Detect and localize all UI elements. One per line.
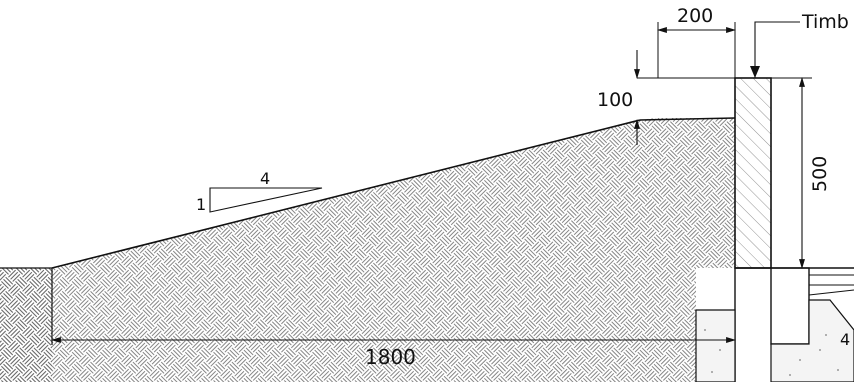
slope-run-text: 4	[260, 169, 270, 188]
post-section	[770, 267, 810, 345]
concrete-footing	[695, 309, 736, 382]
slope-line	[51, 119, 641, 269]
slope-triangle	[209, 187, 323, 213]
slope-rise-text: 1	[196, 195, 206, 214]
svg-text:4: 4	[840, 330, 850, 349]
timber-leader	[754, 21, 800, 78]
concrete-footing-right	[770, 299, 854, 382]
dim-500-text: 500	[809, 156, 831, 192]
timber-label: Timb	[801, 11, 849, 33]
concrete-speckles	[704, 329, 839, 376]
dim-100-text: 100	[597, 89, 633, 111]
dim-1800-text: 1800	[365, 345, 416, 369]
timber-wall	[734, 77, 772, 269]
crest-line	[639, 117, 736, 121]
soil-left-strip	[0, 268, 52, 382]
soil-fill-area	[0, 118, 735, 382]
dim-200-text: 200	[677, 5, 713, 27]
